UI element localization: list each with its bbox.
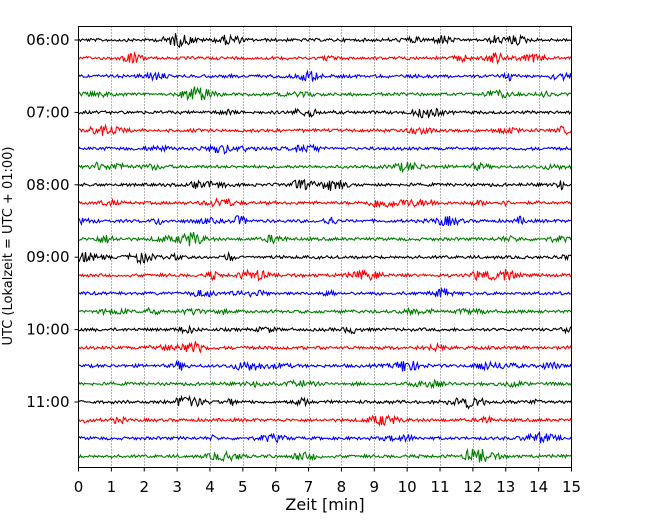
trace-1115 bbox=[77, 414, 572, 428]
y-tick-label: 06:00 bbox=[26, 31, 69, 49]
trace-1030 bbox=[78, 359, 573, 372]
trace-1130 bbox=[78, 430, 572, 444]
x-tick-label: 15 bbox=[562, 478, 581, 496]
trace-1145 bbox=[78, 447, 572, 463]
trace-0630 bbox=[78, 69, 573, 83]
y-tick-label: 07:00 bbox=[26, 103, 69, 121]
x-tick-label: 3 bbox=[172, 478, 182, 496]
x-axis-title: Zeit [min] bbox=[285, 495, 364, 514]
x-tick-label: 4 bbox=[205, 478, 215, 496]
x-tick-label: 10 bbox=[398, 478, 417, 496]
y-tick-label: 08:00 bbox=[26, 176, 69, 194]
trace-0645 bbox=[78, 86, 572, 102]
trace-0830 bbox=[78, 215, 572, 227]
trace-1000 bbox=[78, 324, 572, 335]
x-axis: 0 1 2 3 4 5 6 7 8 9 10 11 12 13 14 15 bbox=[74, 467, 581, 496]
plot-frame bbox=[78, 26, 572, 468]
x-tick-label: 13 bbox=[496, 478, 515, 496]
trace-0945 bbox=[78, 306, 572, 317]
x-tick-label: 14 bbox=[529, 478, 548, 496]
y-axis-title: UTC (Lokalzeit = UTC + 01:00) bbox=[1, 147, 16, 346]
trace-0745 bbox=[78, 161, 572, 174]
trace-0815 bbox=[78, 196, 572, 209]
x-tick-label: 6 bbox=[271, 478, 281, 496]
y-tick-label: 11:00 bbox=[26, 393, 69, 411]
trace-0700 bbox=[78, 107, 572, 119]
y-axis: 06:00 07:00 08:00 09:00 10:00 11:00 bbox=[26, 31, 79, 411]
trace-0615 bbox=[78, 50, 572, 66]
seismogram-traces bbox=[77, 33, 573, 463]
x-tick-label: 0 bbox=[74, 478, 84, 496]
trace-0845 bbox=[78, 231, 572, 247]
y-tick-label: 09:00 bbox=[26, 248, 69, 266]
trace-0600 bbox=[78, 33, 572, 49]
trace-0715 bbox=[78, 123, 572, 136]
x-tick-label: 12 bbox=[463, 478, 482, 496]
trace-0900 bbox=[78, 250, 572, 266]
trace-1015 bbox=[78, 341, 573, 354]
trace-0800 bbox=[78, 178, 572, 192]
x-tick-label: 8 bbox=[337, 478, 347, 496]
y-tick-label: 10:00 bbox=[26, 321, 69, 339]
x-tick-label: 5 bbox=[238, 478, 248, 496]
trace-0730 bbox=[78, 143, 572, 155]
trace-0915 bbox=[78, 268, 572, 282]
trace-0930 bbox=[78, 286, 572, 298]
trace-1100 bbox=[78, 394, 572, 410]
x-tick-label: 7 bbox=[304, 478, 314, 496]
trace-1045 bbox=[77, 378, 572, 390]
x-tick-label: 2 bbox=[139, 478, 149, 496]
x-tick-label: 9 bbox=[370, 478, 380, 496]
x-tick-label: 1 bbox=[107, 478, 117, 496]
x-tick-label: 11 bbox=[430, 478, 449, 496]
